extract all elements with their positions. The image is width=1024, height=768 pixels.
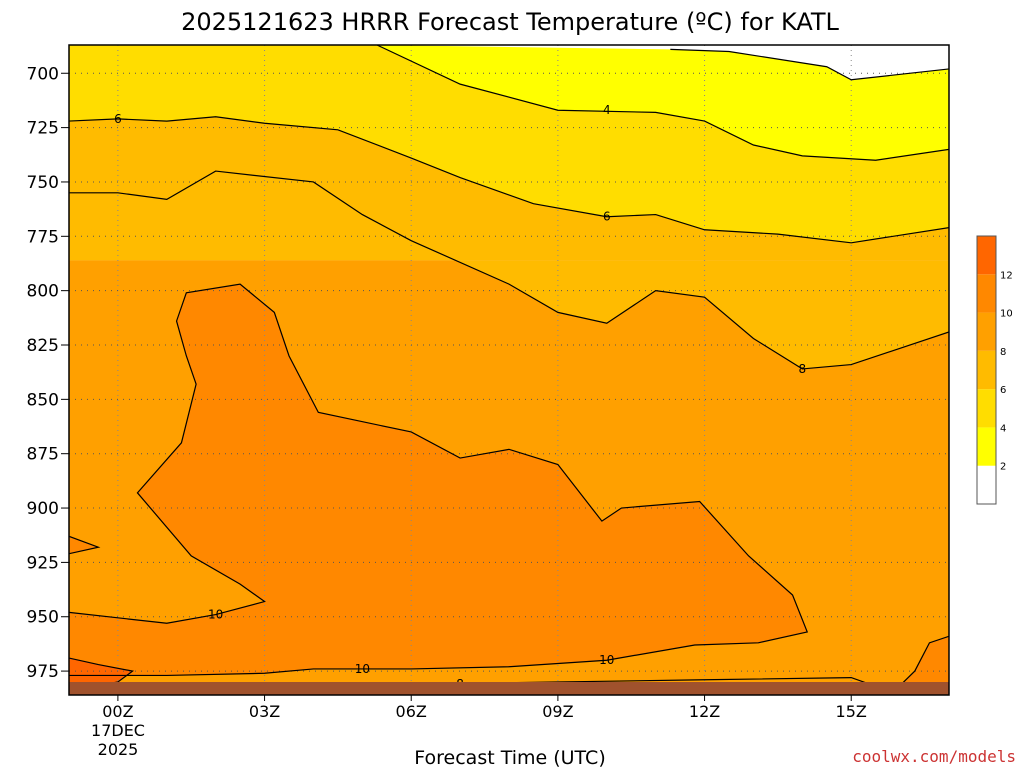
y-tick-label: 800 — [27, 282, 59, 302]
temperature-region-0 — [670, 45, 949, 80]
contour-line-6 — [69, 116, 949, 244]
contour-label: 10 — [599, 653, 614, 667]
colorbar: 2 4 6 8 10 12 — [976, 235, 1013, 505]
x-tick-label: 09Z — [542, 702, 573, 721]
contour-label: 6 — [114, 112, 122, 126]
temperature-region-1 — [377, 45, 949, 161]
contour-line-4 — [376, 45, 949, 161]
colorbar-bin — [977, 350, 996, 390]
colorbar-tick-label: 6 — [1000, 385, 1006, 396]
colorbar-tick-label: 12 — [1000, 270, 1013, 281]
y-tick-label: 900 — [27, 499, 59, 519]
temperature-regions — [69, 45, 949, 695]
y-tick-label: 750 — [27, 173, 59, 193]
colorbar-frame — [976, 235, 997, 505]
colorbar-bin — [977, 427, 996, 466]
contour-label: 10 — [208, 608, 223, 622]
x-tick-label: 06Z — [396, 702, 427, 721]
contour-line-10 — [69, 535, 101, 555]
credit-text: coolwx.com/models — [852, 747, 1016, 766]
ground-bar — [69, 682, 949, 695]
temperature-region-7 — [69, 536, 99, 554]
temperature-region-6 — [69, 284, 808, 676]
date-label-line2: 2025 — [98, 740, 139, 759]
x-axis: 00Z 03Z 06Z 09Z 12Z 15Z — [102, 695, 867, 721]
contour-line-6 — [69, 170, 949, 370]
y-axis: 700 725 750 775 800 825 850 875 900 925 950 975 — [27, 64, 69, 682]
contour-label: 6 — [603, 210, 611, 224]
y-tick-label: 700 — [27, 64, 59, 84]
contour-label: 8 — [799, 362, 807, 376]
colorbar-bin — [977, 236, 996, 275]
date-label-line1: 17DEC — [91, 721, 145, 740]
y-tick-label: 975 — [27, 662, 59, 682]
colorbar-bin — [977, 465, 996, 504]
y-tick-label: 950 — [27, 608, 59, 628]
colorbar-tick-label: 2 — [1000, 462, 1006, 473]
contour-line-4 — [670, 48, 949, 81]
y-tick-label: 925 — [27, 553, 59, 573]
grid-lines — [69, 45, 949, 695]
contour-label: 10 — [355, 662, 370, 676]
temperature-region-10 — [890, 636, 949, 695]
x-tick-label: 03Z — [249, 702, 280, 721]
plot-frame — [68, 44, 950, 696]
x-tick-label: 12Z — [689, 702, 720, 721]
contour-line-10 — [69, 283, 809, 677]
chart-title: 2025121623 HRRR Forecast Temperature (ºC… — [181, 8, 839, 36]
y-tick-label: 725 — [27, 119, 59, 139]
y-tick-label: 775 — [27, 227, 59, 247]
x-axis-label: Forecast Time (UTC) — [414, 747, 605, 768]
contour-label: 4 — [603, 103, 611, 117]
y-tick-label: 850 — [27, 390, 59, 410]
x-tick-label: 00Z — [102, 702, 133, 721]
colorbar-tick-label: 4 — [1000, 423, 1006, 434]
colorbar-bin — [977, 312, 996, 351]
y-tick-label: 875 — [27, 445, 59, 465]
temperature-region-2 — [69, 45, 949, 243]
colorbar-bin — [977, 274, 996, 313]
temperature-region-5 — [69, 171, 949, 369]
colorbar-tick-label: 8 — [1000, 347, 1006, 358]
x-tick-label: 15Z — [836, 702, 867, 721]
colorbar-bin — [977, 389, 996, 428]
colorbar-tick-label: 10 — [1000, 309, 1013, 320]
y-tick-label: 825 — [27, 336, 59, 356]
